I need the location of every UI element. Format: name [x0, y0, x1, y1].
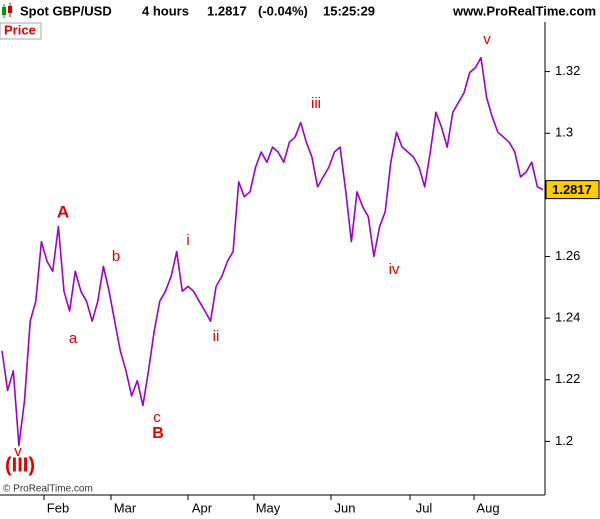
- panel-label-box: [0, 22, 42, 40]
- wave-label: v: [483, 31, 491, 48]
- y-tick-label: 1.3: [555, 125, 573, 140]
- y-tick-label: 1.32: [555, 63, 580, 78]
- timeframe: 4 hours: [142, 3, 189, 18]
- wave-label: A: [57, 202, 69, 221]
- last-price-box: [545, 180, 600, 200]
- y-tick-label: 1.26: [555, 248, 580, 263]
- time: 15:25:29: [323, 3, 375, 18]
- wave-label: B: [152, 425, 164, 442]
- wave-label: iv: [389, 261, 400, 278]
- x-tick-label: Mar: [114, 500, 137, 515]
- x-tick-label: Aug: [476, 500, 499, 515]
- x-tick-label: Jul: [416, 500, 433, 515]
- wave-label: (III): [5, 454, 35, 476]
- wave-label: iii: [311, 95, 321, 112]
- copyright: © ProRealTime.com: [3, 484, 93, 495]
- wave-label: c: [153, 409, 161, 426]
- instrument: Spot GBP/USD: [20, 3, 112, 18]
- y-tick-label: 1.22: [555, 371, 580, 386]
- x-tick-label: Feb: [47, 500, 69, 515]
- x-tick-label: May: [256, 500, 281, 515]
- wave-label: i: [186, 232, 189, 249]
- x-tick-label: Apr: [192, 500, 213, 515]
- last-price: 1.2817: [207, 3, 247, 18]
- x-tick-label: Jun: [335, 500, 356, 515]
- candle-icon: [2, 3, 12, 18]
- wave-label: v: [14, 443, 22, 460]
- y-tick-label: 1.24: [555, 310, 580, 325]
- panel-label: Price: [4, 22, 36, 37]
- wave-label: a: [69, 330, 78, 347]
- price-line: [1, 56, 544, 447]
- last-price-label: 1.2817: [552, 182, 592, 197]
- wave-label: b: [112, 248, 120, 265]
- header-bar: [0, 0, 600, 22]
- change: (-0.04%): [258, 3, 308, 18]
- y-tick-label: 1.2: [555, 433, 573, 448]
- site: www.ProRealTime.com: [452, 3, 596, 18]
- wave-label: ii: [213, 328, 220, 345]
